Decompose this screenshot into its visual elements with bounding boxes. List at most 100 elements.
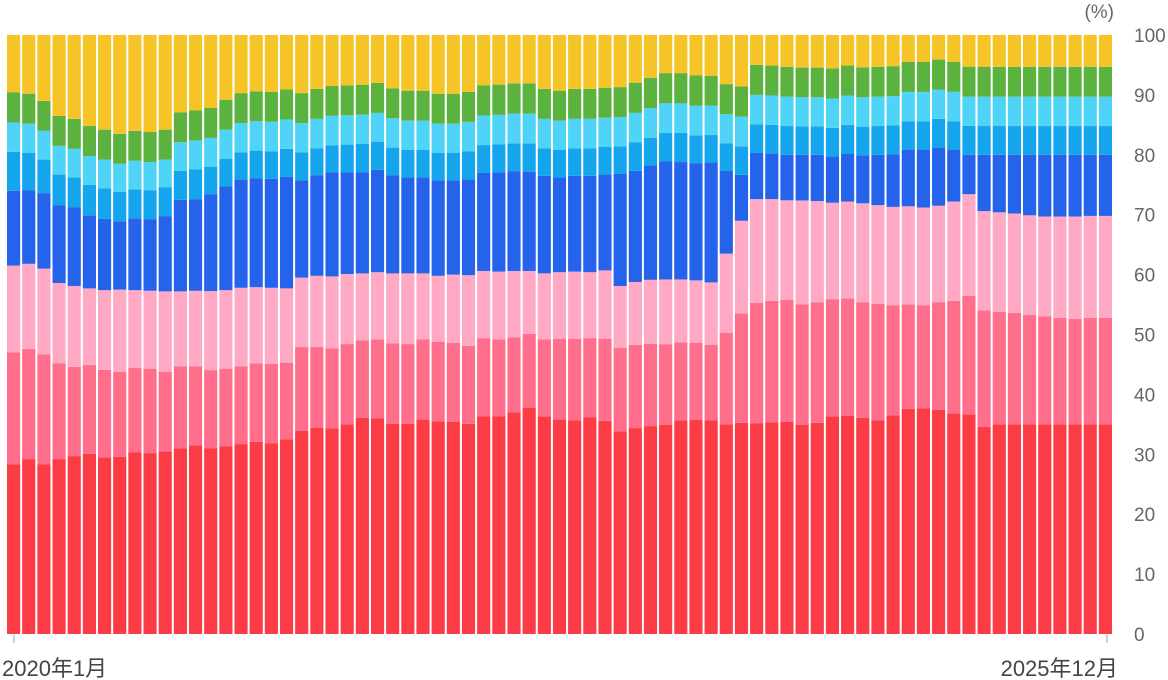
bar-segment-2-36 [537, 339, 551, 417]
bar-segment-7-55 [825, 68, 840, 99]
bar-segment-8-6 [82, 35, 96, 127]
bar-segment-7-2 [22, 93, 36, 124]
bar-segment-3-8 [113, 289, 127, 372]
bar-segment-2-15 [219, 368, 233, 447]
bar-segment-8-37 [552, 35, 567, 91]
bar-segment-4-9 [128, 218, 142, 291]
bar-segment-1-51 [765, 422, 779, 634]
bar-segment-5-34 [507, 143, 521, 172]
bar-segment-8-40 [598, 35, 612, 88]
bar-segment-3-35 [522, 270, 536, 334]
bar-segment-3-30 [446, 274, 460, 343]
bar-segment-6-62 [932, 89, 946, 119]
bar-segment-1-45 [674, 420, 688, 634]
bar-segment-1-61 [916, 408, 931, 634]
bar-segment-7-30 [446, 93, 460, 124]
bar-segment-1-20 [295, 430, 309, 634]
bar-segment-5-33 [492, 144, 506, 173]
bar-segment-4-13 [188, 199, 203, 291]
bar-segment-6-39 [583, 118, 597, 149]
bar-segment-1-69 [1038, 424, 1052, 634]
x-start-label: 2020年1月 [2, 656, 107, 680]
bar-segment-3-20 [295, 277, 309, 348]
bar-segment-2-48 [719, 332, 733, 425]
bar-segment-2-28 [416, 339, 430, 420]
bar-segment-3-29 [431, 275, 445, 342]
bar-segment-5-60 [901, 121, 915, 151]
bar-segment-3-57 [856, 203, 870, 303]
bar-segment-8-66 [992, 35, 1006, 67]
bar-segment-5-45 [674, 133, 688, 163]
bar-segment-8-43 [643, 35, 658, 78]
bar-segment-3-41 [613, 285, 627, 348]
bar-segment-4-21 [310, 175, 324, 276]
bar-segment-2-25 [370, 339, 385, 419]
bar-segment-7-41 [613, 87, 627, 118]
bar-segment-1-34 [507, 412, 521, 634]
bar-segment-1-39 [583, 417, 597, 634]
bar-segment-7-10 [143, 132, 157, 162]
bar-segment-2-46 [689, 342, 703, 421]
bar-segment-3-6 [82, 288, 96, 366]
bar-segment-8-19 [279, 35, 294, 90]
bar-segment-7-46 [689, 75, 703, 106]
bar-segment-7-49 [734, 86, 749, 117]
bar-segment-4-26 [386, 175, 400, 274]
bar-segment-5-62 [932, 118, 946, 148]
bar-segment-2-30 [446, 342, 460, 422]
bar-segment-7-37 [552, 90, 567, 121]
bar-segment-1-1 [7, 464, 21, 634]
bar-segment-1-54 [810, 422, 824, 634]
bar-segment-1-71 [1068, 424, 1082, 634]
bar-segment-5-46 [689, 135, 703, 164]
bar-segment-4-69 [1038, 154, 1052, 217]
bar-segment-8-18 [264, 35, 278, 92]
bar-segment-8-71 [1068, 35, 1082, 67]
bar-segment-4-12 [173, 199, 187, 292]
bar-segment-1-13 [188, 445, 203, 634]
bar-segment-3-55 [825, 202, 840, 300]
bar-segment-8-51 [765, 35, 779, 66]
bar-segment-5-44 [659, 133, 673, 162]
bar-segment-4-40 [598, 174, 612, 271]
bar-segment-3-66 [992, 212, 1006, 312]
bar-segment-2-16 [234, 366, 248, 445]
bar-segment-6-51 [765, 95, 779, 125]
bar-segment-6-8 [113, 163, 127, 192]
bar-segment-6-58 [871, 96, 885, 127]
bar-segment-6-44 [659, 103, 673, 134]
bar-segment-8-54 [810, 35, 824, 68]
bar-segment-7-60 [901, 61, 915, 92]
bar-segment-1-32 [477, 416, 491, 634]
bar-segment-1-26 [386, 423, 400, 634]
bar-segment-3-4 [52, 282, 66, 364]
bar-segment-6-26 [386, 118, 400, 148]
bar-segment-7-35 [522, 83, 536, 114]
bar-segment-3-17 [249, 287, 263, 364]
bar-segment-1-19 [279, 439, 294, 634]
bar-segment-2-56 [841, 298, 855, 416]
bar-segment-6-46 [689, 105, 703, 136]
bar-segment-3-9 [128, 290, 142, 369]
bar-segment-8-53 [795, 35, 809, 68]
bar-segment-5-58 [871, 126, 885, 155]
bar-segment-7-64 [962, 66, 976, 97]
bar-segment-4-63 [947, 150, 961, 202]
bar-segment-3-63 [947, 201, 961, 301]
bar-segment-5-54 [810, 126, 824, 155]
bar-segment-2-49 [734, 313, 749, 423]
bar-segment-1-72 [1083, 424, 1097, 634]
bar-segment-6-6 [82, 156, 96, 185]
bar-segment-5-25 [370, 141, 385, 170]
y-tick-label: 70 [1134, 206, 1155, 227]
bar-segment-1-49 [734, 422, 749, 634]
bar-segment-5-29 [431, 153, 445, 181]
bar-segment-1-66 [992, 424, 1006, 634]
bar-segment-2-70 [1053, 317, 1067, 425]
bar-segment-3-33 [492, 271, 506, 340]
bar-segment-5-66 [992, 126, 1006, 155]
bar-segment-5-39 [583, 148, 597, 176]
bar-segment-2-24 [355, 340, 369, 418]
bar-segment-4-35 [522, 171, 536, 271]
bar-segment-5-28 [416, 150, 430, 178]
